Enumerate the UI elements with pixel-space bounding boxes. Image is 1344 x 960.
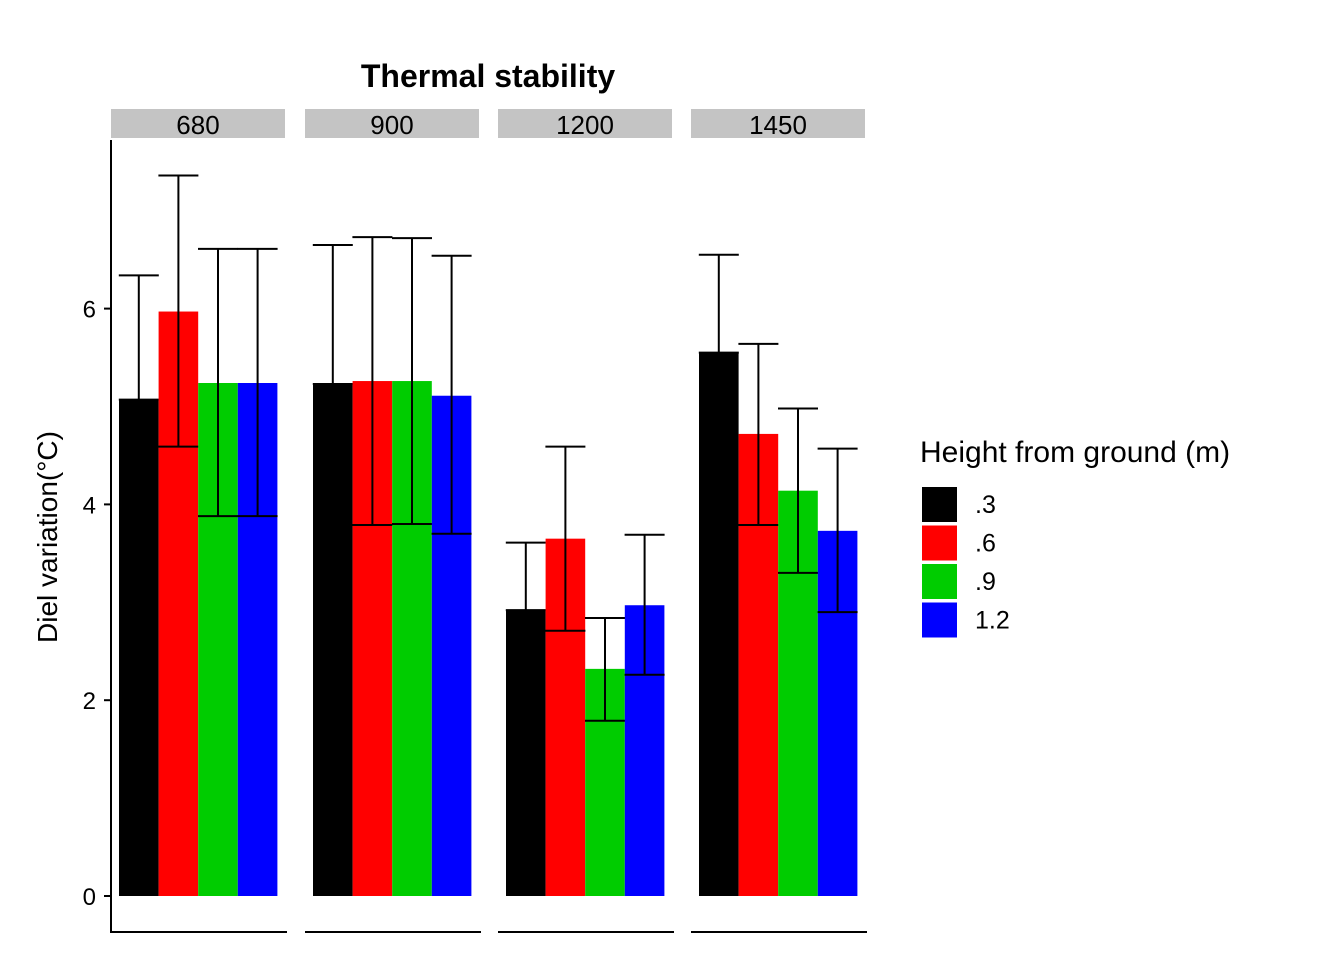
strip-label: 1200 — [556, 110, 614, 140]
y-axis-label: Diel variation(°C) — [32, 431, 63, 643]
error-bar-1450-.3 — [698, 253, 739, 354]
legend-item-1.2: 1.2 — [922, 602, 1010, 638]
y-axis: 0 2 4 6 — [83, 140, 112, 933]
legend: Height from ground (m) .3 .6 .9 1.2 — [920, 436, 1230, 638]
legend-swatch — [922, 602, 957, 638]
legend-swatch — [922, 487, 957, 522]
strip-1450 — [691, 109, 865, 138]
legend-label: .9 — [975, 568, 996, 596]
legend-label: .6 — [975, 530, 996, 558]
error-bar-900-.6 — [352, 236, 393, 526]
error-bar-680-1.2 — [237, 247, 278, 518]
error-bar-1450-.6 — [738, 342, 779, 526]
panel-680: 680 — [111, 109, 287, 933]
y-tick-label-6: 6 — [83, 297, 96, 324]
strip-label: 900 — [370, 110, 413, 140]
bar-900-.3 — [313, 383, 353, 896]
strip-900 — [305, 109, 479, 138]
legend-label: .3 — [975, 491, 996, 519]
legend-items: .3 .6 .9 1.2 — [922, 487, 1010, 638]
error-bar-680-.9 — [198, 247, 238, 518]
panel-1200: 1200 — [498, 109, 674, 933]
legend-item-.6: .6 — [922, 525, 996, 561]
legend-item-.3: .3 — [922, 487, 996, 522]
error-bar-900-.9 — [392, 237, 432, 525]
bar-680-.3 — [119, 399, 159, 896]
strip-680 — [111, 109, 285, 138]
error-bar-680-.6 — [158, 174, 199, 448]
panel-900: 900 — [305, 109, 481, 933]
chart-title: Thermal stability — [361, 58, 616, 94]
strip-label: 680 — [176, 110, 219, 140]
legend-swatch — [922, 564, 957, 599]
legend-item-.9: .9 — [922, 564, 996, 599]
y-tick-label-0: 0 — [83, 884, 96, 911]
legend-title: Height from ground (m) — [920, 436, 1230, 469]
error-bar-900-1.2 — [431, 254, 472, 535]
error-bar-1200-.9 — [585, 616, 625, 722]
error-bar-1200-.3 — [505, 541, 546, 612]
panel-1450: 1450 — [691, 109, 867, 933]
error-bar-680-.3 — [118, 274, 159, 401]
strip-label: 1450 — [749, 110, 807, 140]
y-tick-label-4: 4 — [83, 492, 96, 519]
bar-1450-.3 — [699, 352, 739, 896]
legend-swatch — [922, 525, 957, 561]
error-bar-1450-1.2 — [817, 447, 858, 614]
strip-1200 — [498, 109, 672, 138]
error-bar-1450-.9 — [778, 407, 818, 574]
panels: 680 900 1200 1450 — [111, 109, 867, 933]
y-tick-label-2: 2 — [83, 688, 96, 715]
error-bar-1200-1.2 — [624, 533, 665, 676]
legend-label: 1.2 — [975, 607, 1010, 635]
bar-1200-.3 — [506, 610, 546, 896]
error-bar-900-.3 — [312, 243, 353, 385]
error-bar-1200-.6 — [545, 445, 586, 632]
